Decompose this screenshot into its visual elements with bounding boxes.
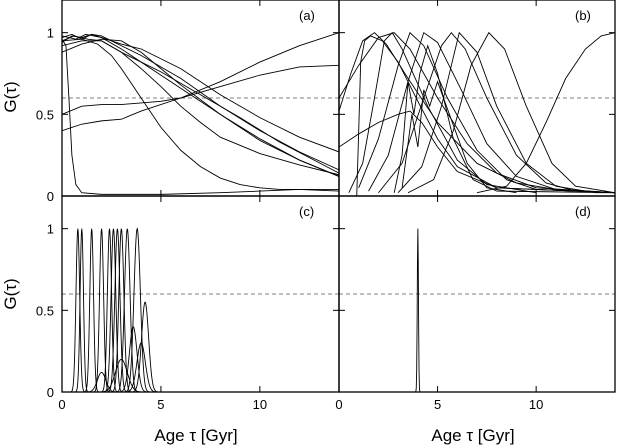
curve-group (62, 32, 339, 195)
panel-tag: (a) (299, 8, 315, 23)
x-tick-label: 10 (529, 397, 543, 412)
series-curve-8 (407, 31, 615, 194)
series-curve-5 (62, 228, 339, 392)
series-curve-15 (62, 371, 339, 392)
series-curve-2 (62, 33, 339, 171)
series-curve-2 (339, 32, 615, 194)
panel-tag: (b) (575, 8, 591, 23)
curve-group (339, 31, 615, 196)
series-curve-8 (62, 32, 339, 132)
y-axis-title-top: G(τ) (1, 81, 20, 112)
x-tick-label: 5 (434, 397, 441, 412)
y-axis-title-bottom: G(τ) (1, 278, 20, 309)
x-axis-title-right: Age τ [Gyr] (431, 426, 514, 445)
series-curve-7 (62, 38, 339, 192)
series-curve-10 (356, 35, 615, 196)
panel-tag: (c) (299, 204, 314, 219)
series-curve-12 (62, 326, 339, 392)
series-curve-5 (368, 31, 615, 194)
panel-4: 0 5 10 (d) (335, 195, 616, 412)
series-curve-4 (358, 31, 615, 194)
series-curve-5 (62, 38, 339, 177)
series-curve-13 (62, 342, 339, 392)
x-tick-label: 5 (157, 397, 164, 412)
series-curve-10 (62, 38, 339, 195)
series-curve-12 (401, 80, 517, 194)
y-tick-label: 1 (47, 26, 54, 41)
series-curve-9 (476, 32, 615, 194)
series-curve-13 (339, 110, 615, 194)
panel-3: 0 5 10 0 0.5 1 (c) (36, 195, 340, 412)
y-tick-label: 0 (47, 189, 54, 204)
series-curve-1 (62, 33, 339, 153)
series-curve-14 (62, 358, 339, 392)
y-tick-label: 0.5 (36, 107, 54, 122)
series-curve-1 (339, 228, 615, 392)
x-axis-title-left: Age τ [Gyr] (154, 426, 237, 445)
y-tick-label: 1 (47, 222, 54, 237)
y-tick-label: 0.5 (36, 303, 54, 318)
panel-tag: (d) (575, 204, 591, 219)
series-curve-4 (62, 228, 339, 392)
series-curve-7 (397, 31, 615, 194)
series-curve-9 (62, 64, 339, 115)
series-curve-6 (62, 40, 339, 176)
series-curve-6 (62, 228, 339, 392)
series-curve-4 (62, 35, 339, 174)
panel-2: (b) (338, 0, 616, 197)
panel-grid: 0 0.5 1 (a) (b) 0 5 10 0 0.5 1 (c) 0 5 10 (d) (36, 0, 616, 412)
axis-labels: Age τ [Gyr] Age τ [Gyr] G(τ) G(τ) (1, 81, 515, 445)
x-tick-label: 0 (335, 397, 342, 412)
panel-1: 0 0.5 1 (a) (36, 0, 340, 204)
series-curve-11 (393, 44, 615, 194)
panel-frame (338, 195, 616, 393)
x-tick-label: 0 (58, 397, 65, 412)
curve-group (339, 228, 615, 392)
curve-group (62, 227, 339, 392)
series-curve-3 (348, 31, 537, 194)
series-curve-11 (62, 301, 339, 392)
x-tick-label: 10 (253, 397, 267, 412)
series-curve-3 (62, 33, 339, 177)
y-tick-label: 0 (47, 385, 54, 400)
